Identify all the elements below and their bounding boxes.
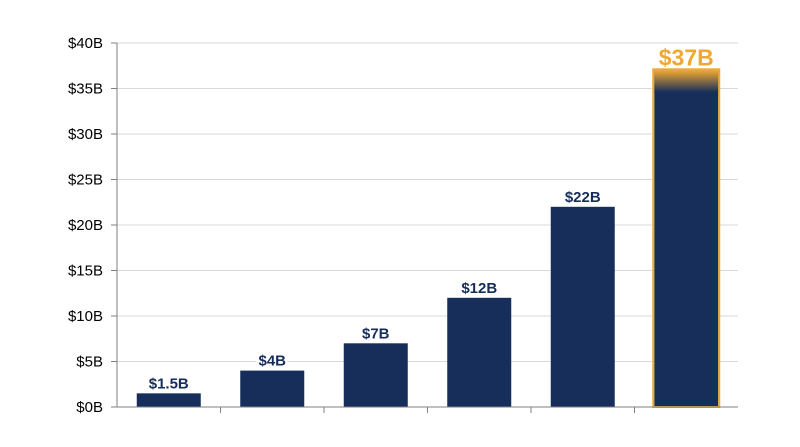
bar xyxy=(550,206,615,407)
y-tick-label: $20B xyxy=(68,217,103,234)
bar-value-label: $22B xyxy=(565,189,601,206)
y-tick-label: $40B xyxy=(68,35,103,52)
bar-highlighted xyxy=(654,70,719,408)
bar xyxy=(447,297,512,407)
bar-value-label: $7B xyxy=(362,325,390,342)
axes: $0B $5B $10B $15B $20B $25B $30B $35B $40B xyxy=(68,35,738,416)
bar-highlight-glow xyxy=(654,70,719,93)
bars xyxy=(136,68,721,409)
y-tick-label: $15B xyxy=(68,263,103,280)
y-tick-label: $30B xyxy=(68,126,103,143)
y-tick-label: $5B xyxy=(76,354,103,371)
y-tick-label: $10B xyxy=(68,308,103,325)
bar xyxy=(136,393,201,407)
y-tick-label: $0B xyxy=(76,399,103,416)
bar xyxy=(343,343,408,407)
bar-value-label: $12B xyxy=(461,280,497,297)
bar-value-label: $4B xyxy=(258,353,286,370)
bar-value-label-highlighted: $37B xyxy=(659,44,714,70)
value-labels: $1.5B $4B $7B $12B $22B $37B xyxy=(147,44,714,394)
bar-value-label: $1.5B xyxy=(149,375,189,392)
y-tick-label: $35B xyxy=(68,81,103,98)
gridlines xyxy=(117,42,738,362)
y-tick-label: $25B xyxy=(68,172,103,189)
bar xyxy=(240,370,305,407)
